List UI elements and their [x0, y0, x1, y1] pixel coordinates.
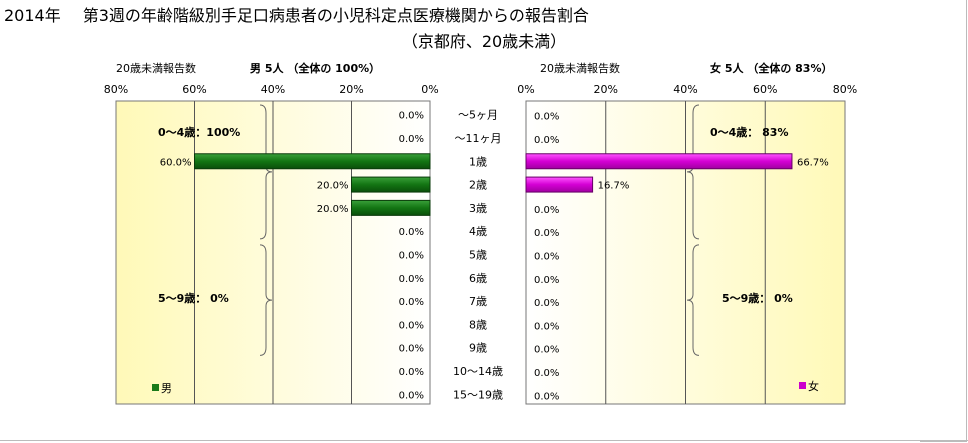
male-data-label: 20.0% [317, 181, 349, 192]
chart-title: 2014年 第3週の年齢階級別手足口病患者の小児科定点医療機関からの報告割合 [4, 2, 589, 26]
female-tick-label: 20% [594, 83, 618, 96]
female-brace-0-4 [686, 104, 700, 240]
age-category-label: 6歳 [469, 272, 487, 285]
chart-subtitle: （京都府、20歳未満） [401, 32, 567, 51]
outer-frame [920, 0, 967, 442]
female-tick-label: 60% [753, 83, 777, 96]
male-data-label: 0.0% [399, 320, 424, 331]
age-category-label: 10～14歳 [453, 365, 503, 378]
male-legend-swatch [152, 384, 159, 391]
age-category-label: 9歳 [469, 342, 487, 355]
female-bar [525, 176, 594, 193]
female-axis-caption: 20歳未満報告数 [540, 62, 620, 75]
title-main: 第3週の年齢階級別手足口病患者の小児科定点医療機関からの報告割合 [82, 6, 589, 25]
female-data-label: 0.0% [534, 228, 559, 239]
male-brace-0-4 [259, 104, 273, 240]
female-tick-label: 80% [833, 83, 857, 96]
male-data-label: 0.0% [399, 297, 424, 308]
male-data-label: 20.0% [317, 204, 349, 215]
male-data-label: 0.0% [399, 227, 424, 238]
male-data-label: 0.0% [399, 134, 424, 145]
female-data-label: 66.7% [797, 157, 829, 168]
female-data-label: 0.0% [534, 275, 559, 286]
female-data-label: 16.7% [598, 181, 630, 192]
female-header: 女 5人 （全体の 83%） [710, 61, 832, 75]
outer-frame-bottom [0, 440, 968, 441]
male-data-label: 0.0% [399, 344, 424, 355]
male-bar [351, 176, 431, 193]
female-annotation-5-9: 5～9歳： 0% [722, 291, 793, 305]
female-data-label: 0.0% [534, 391, 559, 402]
female-data-label: 0.0% [534, 298, 559, 309]
male-tick-label: 20% [339, 83, 363, 96]
age-category-label: 8歳 [469, 318, 487, 331]
female-data-label: 0.0% [534, 345, 559, 356]
male-annotation-5-9: 5～9歳： 0% [158, 291, 229, 305]
female-data-label: 0.0% [534, 368, 559, 379]
male-legend-label: 男 [161, 382, 172, 395]
female-data-label: 0.0% [534, 112, 559, 123]
male-data-label: 0.0% [399, 367, 424, 378]
age-category-label: 3歳 [469, 202, 487, 215]
female-data-label: 0.0% [534, 321, 559, 332]
age-category-label: 1歳 [469, 155, 487, 168]
female-data-label: 0.0% [534, 135, 559, 146]
male-tick-label: 0% [421, 83, 438, 96]
male-header: 男 5人 （全体の 100%） [250, 61, 380, 75]
female-brace-5-9 [686, 244, 700, 356]
female-tick-label: 0% [517, 83, 534, 96]
male-tick-label: 80% [104, 83, 128, 96]
male-bar [351, 199, 431, 216]
title-year: 2014年 [4, 6, 61, 25]
male-annotation-0-4: 0～4歳：100% [158, 125, 240, 139]
male-brace-5-9 [259, 244, 273, 356]
female-tick-label: 40% [673, 83, 697, 96]
age-category-label: 5歳 [469, 249, 487, 262]
female-annotation-0-4: 0～4歳： 83% [710, 125, 788, 139]
female-data-label: 0.0% [534, 252, 559, 263]
male-axis-caption: 20歳未満報告数 [116, 62, 196, 75]
age-category-label: 7歳 [469, 295, 487, 308]
male-tick-label: 40% [261, 83, 285, 96]
male-data-label: 60.0% [160, 157, 192, 168]
male-data-label: 0.0% [399, 274, 424, 285]
age-category-label: 4歳 [469, 225, 487, 238]
age-category-label: 15～19歳 [453, 388, 503, 401]
male-data-label: 0.0% [399, 251, 424, 262]
male-data-label: 0.0% [399, 111, 424, 122]
male-bar [194, 153, 431, 170]
male-tick-label: 60% [182, 83, 206, 96]
age-category-label: ～11ヶ月 [455, 132, 502, 145]
age-category-label: ～5ヶ月 [458, 109, 498, 122]
male-data-label: 0.0% [399, 390, 424, 401]
age-category-label: 2歳 [469, 179, 487, 192]
female-legend-label: 女 [808, 379, 819, 393]
female-data-label: 0.0% [534, 205, 559, 216]
female-legend-swatch [799, 382, 806, 389]
female-bar [525, 153, 793, 170]
